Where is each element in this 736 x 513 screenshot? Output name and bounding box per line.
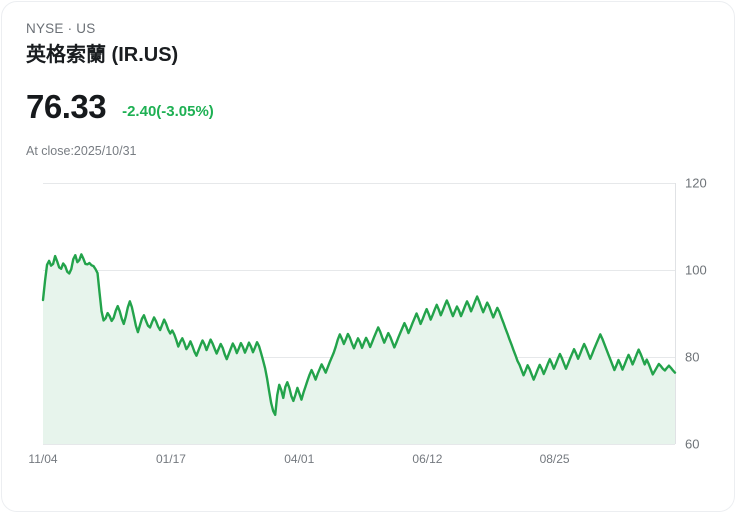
x-axis-tick-label: 08/25 — [540, 452, 570, 466]
chart-area-fill — [43, 254, 675, 444]
x-axis-tick-label: 04/01 — [284, 452, 314, 466]
price-change: -2.40(-3.05%) — [122, 103, 214, 120]
page-title: 英格索蘭 (IR.US) — [26, 44, 179, 66]
x-axis-tick-label: 06/12 — [412, 452, 442, 466]
x-axis-tick-label: 11/04 — [28, 452, 57, 466]
x-axis-tick-label: 01/17 — [156, 452, 186, 466]
market-status-note: At close:2025/10/31 — [26, 144, 137, 158]
y-axis-tick-label: 80 — [685, 350, 699, 365]
exchange-label: NYSE — [26, 21, 64, 36]
quote-header: NYSE · US 英格索蘭 (IR.US) — [26, 20, 666, 68]
quote-price-row: 76.33 -2.40(-3.05%) — [26, 88, 214, 126]
region-label: US — [76, 21, 96, 36]
series-area — [43, 254, 675, 444]
current-price: 76.33 — [26, 88, 107, 125]
price-chart-svg[interactable]: 120 100 80 60 11/04 01/17 04/01 06/12 08/25 — [2, 162, 735, 492]
exchange-region-line: NYSE · US — [26, 20, 666, 38]
y-axis-tick-label: 60 — [685, 437, 699, 452]
y-axis-tick-label: 120 — [685, 176, 707, 191]
price-chart[interactable]: 120 100 80 60 11/04 01/17 04/01 06/12 08/25 — [2, 162, 735, 492]
chart-x-axis-labels: 11/04 01/17 04/01 06/12 08/25 — [28, 452, 570, 466]
chart-line-series — [41, 253, 677, 417]
chart-y-axis-labels: 120 100 80 60 — [685, 176, 707, 452]
separator-dot: · — [67, 21, 73, 36]
series-line — [41, 253, 677, 417]
y-axis-tick-label: 100 — [685, 263, 707, 278]
